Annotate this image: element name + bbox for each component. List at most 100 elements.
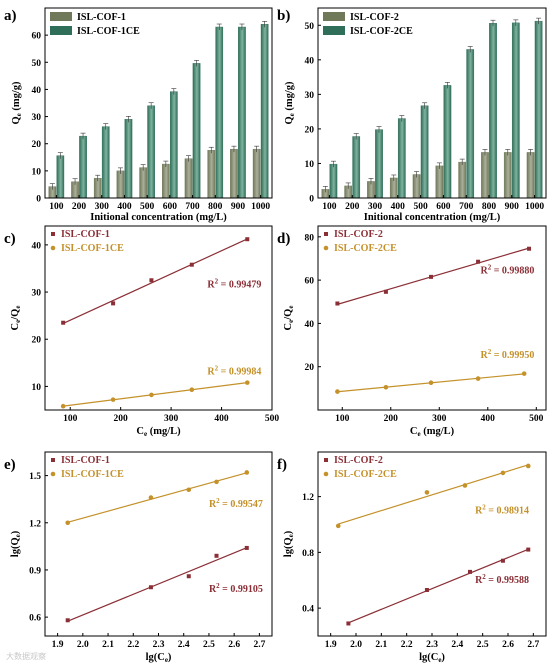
data-point: [148, 495, 154, 500]
label-part: = 0.99880: [491, 266, 534, 277]
panel-label: c): [4, 231, 16, 247]
y-tick-label: 40: [305, 56, 315, 66]
x-tick-label: 200: [114, 414, 129, 424]
y-axis-label: Ce/Qe: [283, 306, 295, 331]
data-point: [335, 523, 341, 529]
fit-line: [63, 382, 248, 407]
y-tick-label: 0.4: [302, 605, 314, 615]
label-part: ): [10, 530, 21, 534]
panel-label: d): [277, 231, 290, 247]
label-part: R: [209, 499, 217, 510]
data-point: [214, 479, 219, 485]
y-tick-label: 20: [32, 336, 42, 346]
x-tick-label: 200: [72, 202, 87, 212]
bar: [252, 148, 261, 199]
panel-a: a) 0 10 20 30 40 50 60 100 200 300 400 500 600 700 800 9…: [4, 7, 273, 223]
legend-marker: [50, 471, 56, 477]
label-part: 2: [488, 348, 492, 356]
bar: [230, 148, 238, 199]
label-part: R: [207, 279, 215, 290]
data-point: [383, 384, 389, 390]
label-part: /Q: [283, 309, 294, 321]
fit-line: [67, 547, 248, 622]
x-tick-label: 100: [335, 414, 350, 424]
label-part: ): [168, 652, 172, 663]
label-part: lg(Q: [283, 537, 294, 557]
y-tick-label: 50: [305, 22, 315, 32]
bar: [503, 152, 512, 199]
data-point: [149, 278, 154, 283]
y-tick-label: 0.6: [29, 614, 41, 624]
label-part: Q: [11, 116, 22, 124]
data-point: [244, 545, 249, 550]
label-part: e: [417, 430, 420, 438]
bar: [215, 26, 224, 199]
x-tick-label: 600: [436, 202, 451, 212]
y-tick-label: 0.9: [29, 566, 41, 576]
data-point: [346, 621, 351, 626]
x-tick-label: 2.1: [375, 640, 387, 650]
y-tick-label: 20: [305, 363, 315, 373]
x-tick-label: 500: [265, 414, 280, 424]
label-part: 2: [215, 365, 219, 373]
label-part: e: [287, 306, 295, 309]
x-tick-label: 500: [140, 202, 155, 212]
bar: [489, 23, 497, 199]
x-tick-label: 300: [368, 202, 383, 212]
x-tick-label: 200: [384, 414, 399, 424]
label-part: e: [438, 656, 441, 664]
legend-swatch: [323, 26, 345, 35]
y-tick-label: 10: [305, 160, 315, 170]
legend-label: ISL-COF-2CE: [334, 469, 397, 480]
x-tick-label: 700: [459, 202, 474, 212]
label-part: /Q: [10, 309, 21, 321]
data-point: [189, 262, 194, 267]
x-tick-label: 2.4: [451, 640, 463, 650]
y-tick-label: 0.8: [302, 549, 314, 559]
y-tick-label: 0: [36, 195, 41, 205]
x-tick-label: 400: [481, 414, 496, 424]
legend-label: ISL-COF-2: [350, 12, 399, 23]
y-tick-label: 60: [305, 277, 315, 287]
y-tick-label: 10: [32, 383, 42, 393]
x-tick-label: 2.3: [153, 640, 165, 650]
label-part: lg(C: [419, 652, 438, 663]
x-tick-label: 1.9: [52, 640, 64, 650]
y-tick-label: 40: [32, 86, 42, 96]
data-point: [424, 490, 430, 495]
label-part: 2: [482, 573, 486, 581]
label-part: e: [287, 320, 295, 323]
label-part: lg(Q: [10, 537, 21, 557]
data-point: [186, 574, 191, 579]
label-part: R: [207, 367, 215, 378]
y-tick-label: 50: [32, 59, 42, 69]
r-squared-label: R2 = 0.99984: [207, 365, 261, 378]
data-point: [149, 392, 154, 398]
plot-frame: [44, 7, 273, 199]
label-part: e: [14, 306, 22, 309]
bar: [420, 105, 429, 199]
label-part: = 0.99105: [220, 584, 263, 595]
y-tick-label: 30: [32, 113, 42, 123]
x-tick-label: 900: [505, 202, 520, 212]
label-part: = 0.98914: [486, 505, 529, 516]
bar: [56, 155, 65, 199]
data-point: [500, 470, 506, 476]
legend-label: ISL-COF-2CE: [334, 243, 397, 254]
legend-marker: [50, 245, 56, 251]
x-tick-label: 300: [432, 414, 447, 424]
data-point: [428, 380, 434, 386]
label-part: 2: [216, 497, 220, 505]
x-tick-label: 2.6: [228, 640, 240, 650]
legend-label: ISL-COF-2: [334, 455, 383, 466]
data-point: [526, 547, 531, 552]
x-tick-label: 2.6: [502, 640, 514, 650]
bar: [116, 170, 125, 199]
data-point: [148, 585, 153, 590]
label-part: R: [481, 350, 489, 361]
bar: [207, 150, 216, 199]
y-tick-label: 1.2: [29, 519, 41, 529]
label-part: 2: [488, 264, 492, 272]
plot-frame: [317, 225, 547, 411]
